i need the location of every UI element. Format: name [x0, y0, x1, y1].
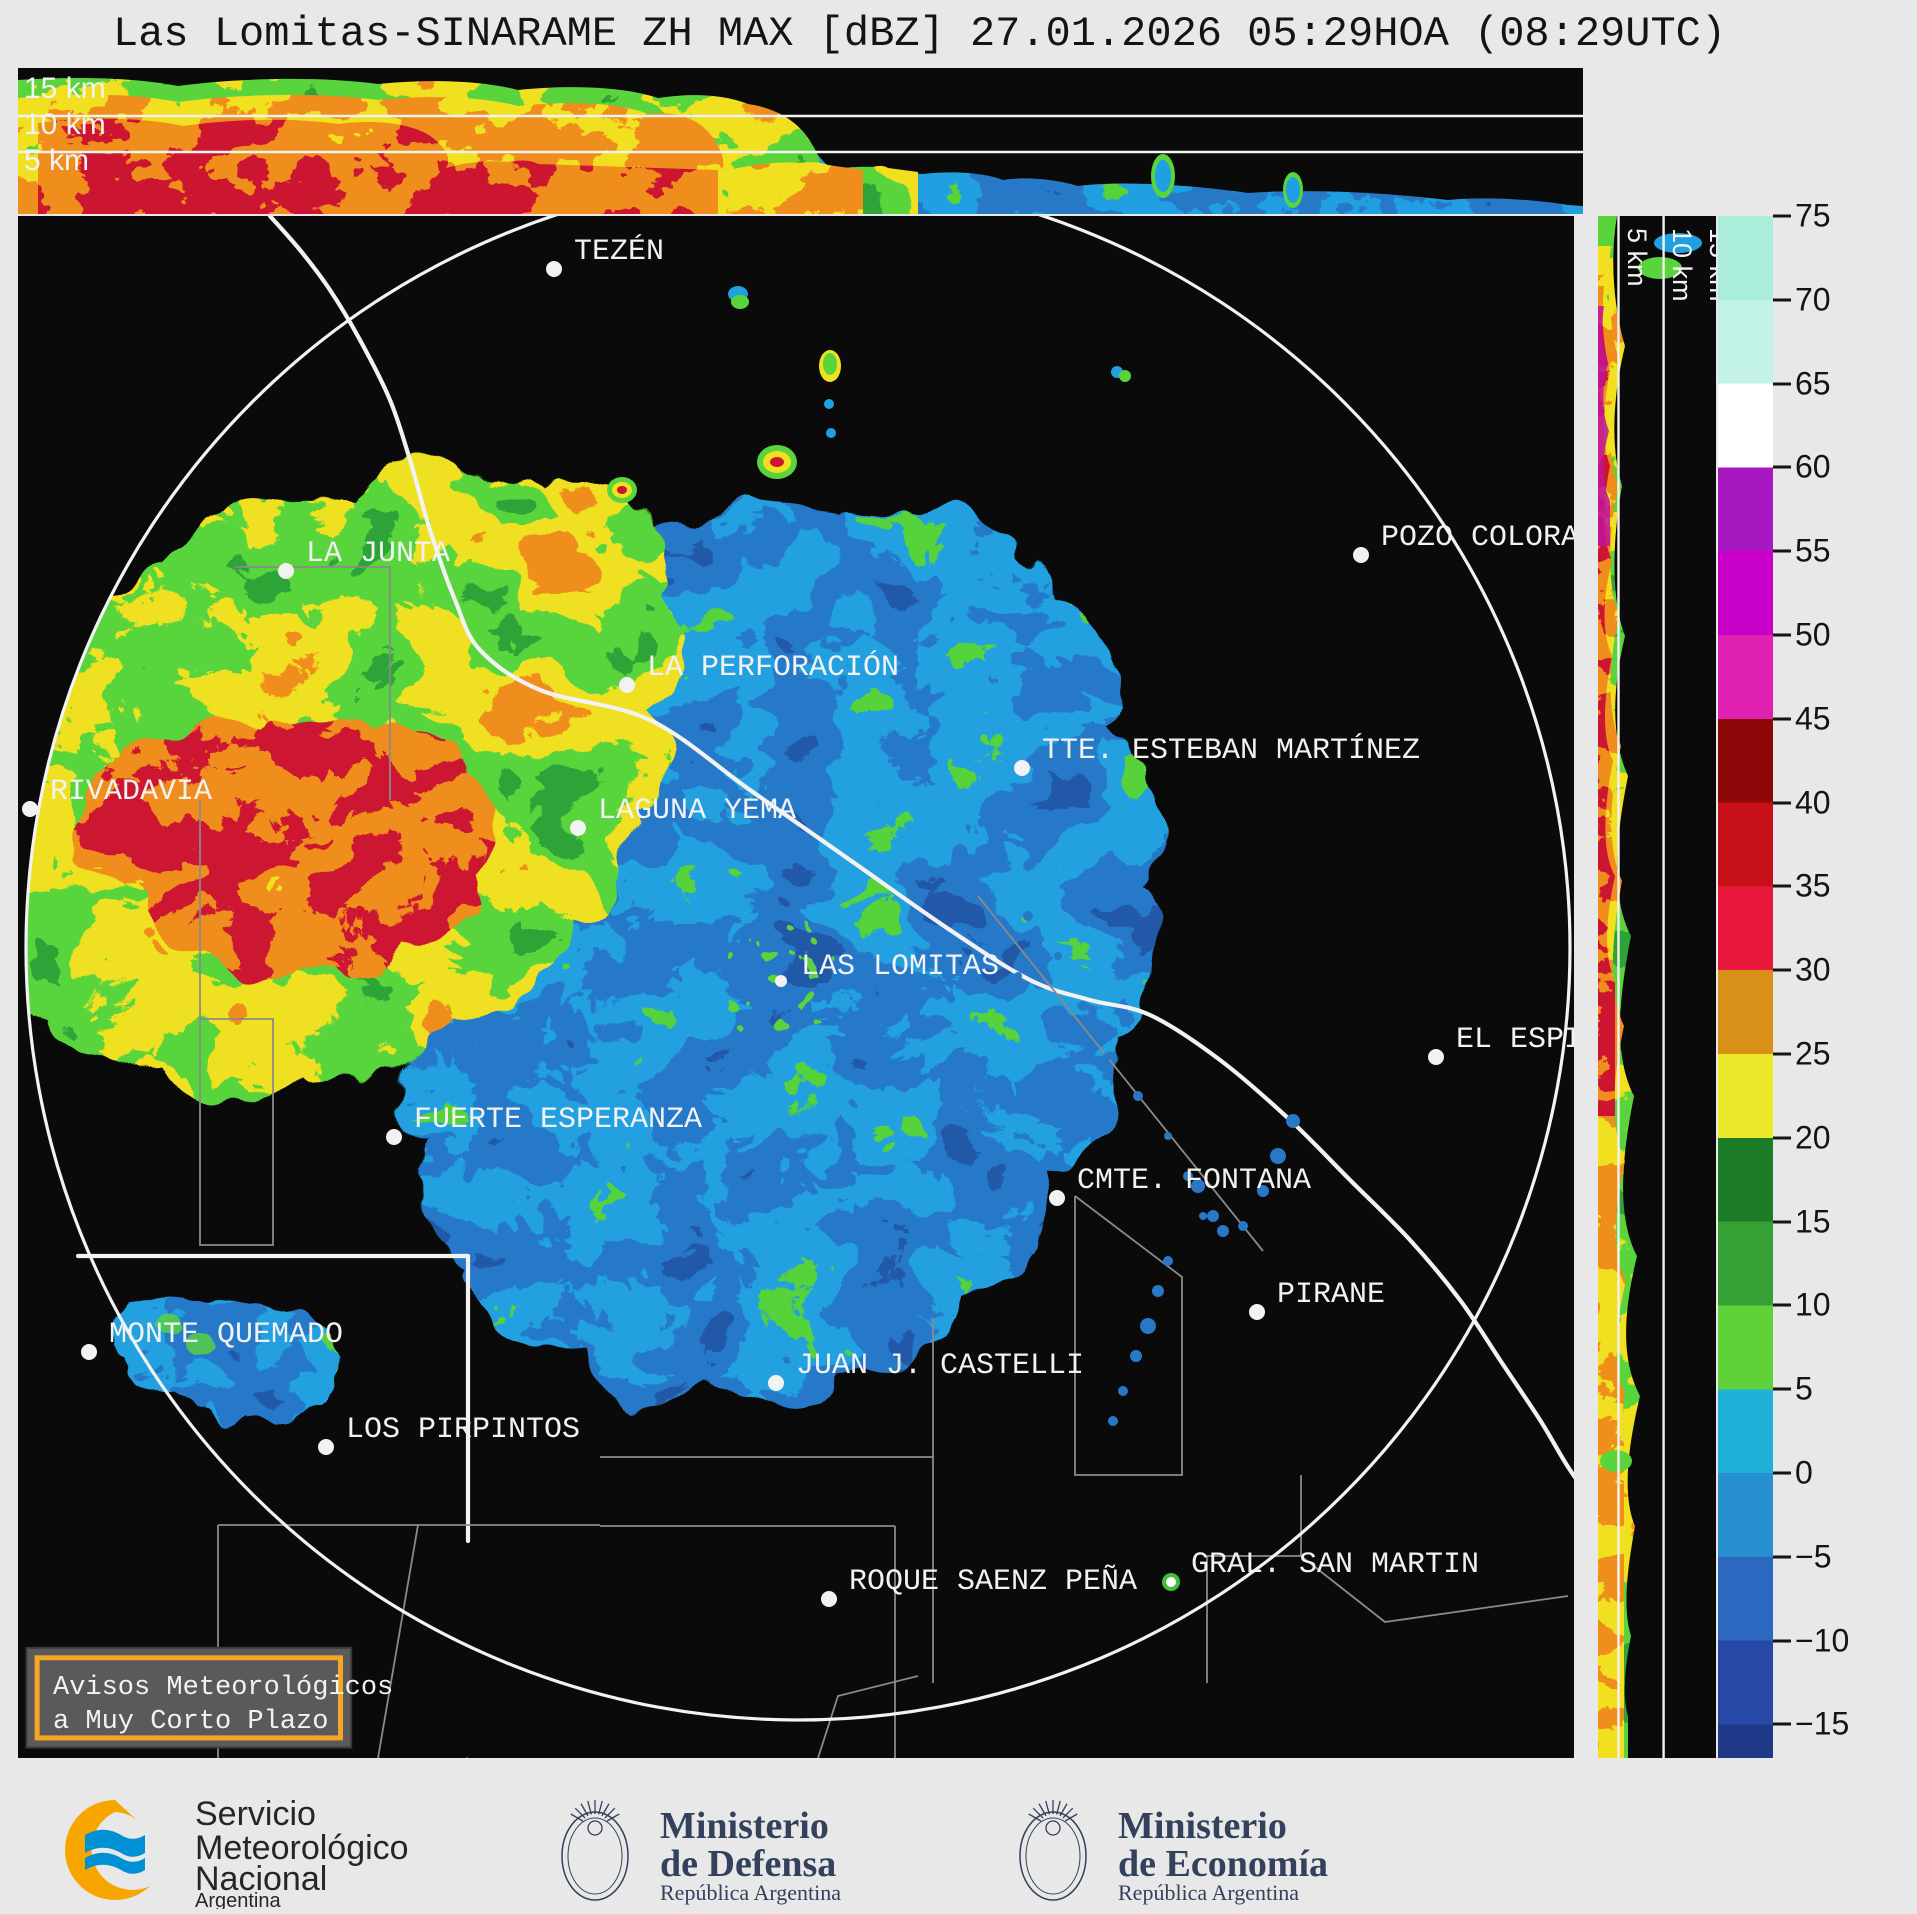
svg-text:GRAL. SAN MARTIN: GRAL. SAN MARTIN	[1191, 1548, 1479, 1582]
svg-text:CMTE. FONTANA: CMTE. FONTANA	[1077, 1164, 1311, 1198]
svg-text:Avisos Meteorológicos: Avisos Meteorológicos	[53, 1673, 393, 1703]
svg-text:TEZÉN: TEZÉN	[574, 234, 664, 269]
svg-text:5 km: 5 km	[24, 144, 89, 177]
svg-text:República Argentina: República Argentina	[1118, 1880, 1299, 1905]
svg-text:10 km: 10 km	[1667, 228, 1697, 302]
svg-text:RIVADAVIA: RIVADAVIA	[50, 775, 212, 809]
svg-text:ROQUE SAENZ PEÑA: ROQUE SAENZ PEÑA	[849, 1564, 1137, 1599]
svg-text:FUERTE ESPERANZA: FUERTE ESPERANZA	[414, 1103, 702, 1137]
svg-text:LAS LOMITAS: LAS LOMITAS	[801, 950, 999, 984]
svg-text:LA JUNTA: LA JUNTA	[306, 537, 450, 571]
svg-text:Ministerio: Ministerio	[1118, 1805, 1287, 1847]
svg-text:LA PERFORACIÓN: LA PERFORACIÓN	[647, 650, 899, 685]
svg-text:República Argentina: República Argentina	[660, 1880, 841, 1905]
svg-text:5 km: 5 km	[1622, 228, 1652, 287]
svg-text:a Muy Corto Plazo: a Muy Corto Plazo	[53, 1707, 328, 1737]
svg-text:de Defensa: de Defensa	[660, 1843, 836, 1885]
svg-text:JUAN J. CASTELLI: JUAN J. CASTELLI	[796, 1349, 1084, 1383]
svg-text:Servicio: Servicio	[195, 1795, 316, 1833]
svg-text:15 km: 15 km	[24, 72, 106, 105]
svg-text:TTE. ESTEBAN MARTÍNEZ: TTE. ESTEBAN MARTÍNEZ	[1042, 733, 1420, 768]
svg-text:LOS PIRPINTOS: LOS PIRPINTOS	[346, 1413, 580, 1447]
svg-text:Ministerio: Ministerio	[660, 1805, 829, 1847]
svg-text:EL ESPIN: EL ESPIN	[1456, 1023, 1574, 1057]
svg-text:LAGUNA YEMA: LAGUNA YEMA	[598, 794, 796, 828]
svg-text:POZO COLORADO: POZO COLORADO	[1381, 521, 1574, 555]
svg-text:MONTE QUEMADO: MONTE QUEMADO	[109, 1318, 343, 1352]
svg-text:10 km: 10 km	[24, 108, 106, 141]
svg-text:15 km: 15 km	[1704, 228, 1716, 302]
svg-text:Argentina: Argentina	[195, 1890, 281, 1909]
svg-text:PIRANE: PIRANE	[1277, 1278, 1385, 1312]
svg-text:de Economía: de Economía	[1118, 1843, 1328, 1885]
